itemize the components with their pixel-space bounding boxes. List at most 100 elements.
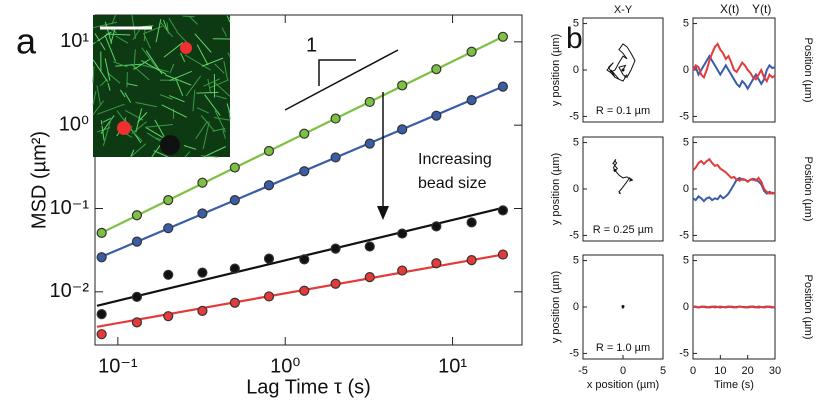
fiber — [212, 127, 226, 132]
fiber — [166, 22, 169, 34]
fiber — [96, 85, 102, 106]
fiber — [222, 128, 226, 139]
xy-y-tick-label: -5 — [569, 229, 579, 241]
data-point — [466, 217, 477, 228]
data-point — [131, 210, 143, 221]
y-tick-label: 10⁻¹ — [50, 197, 90, 219]
y-tick-label: 0 — [683, 64, 689, 76]
panel-label: a — [16, 21, 37, 62]
fiber — [146, 132, 161, 142]
fiber — [115, 35, 129, 44]
data-point — [330, 152, 341, 163]
position-trace — [692, 54, 776, 91]
fiber — [201, 57, 224, 67]
fiber — [183, 145, 197, 150]
fiber — [227, 52, 231, 58]
panel-label: b — [566, 22, 583, 55]
fiber — [115, 63, 142, 67]
data-point — [431, 110, 442, 121]
fiber — [97, 103, 125, 115]
data-point — [330, 113, 341, 124]
fiber — [184, 151, 191, 158]
data-point — [263, 180, 275, 191]
x-axis-label: Time (s) — [714, 379, 754, 391]
arrow-head — [377, 206, 389, 220]
xy-y-tick-label: 0 — [573, 301, 579, 313]
fiber — [92, 100, 105, 115]
fiber — [169, 63, 175, 74]
data-point — [364, 96, 375, 108]
fiber — [155, 19, 162, 43]
fiber — [144, 35, 152, 49]
fiber — [168, 18, 178, 33]
data-point — [263, 145, 275, 157]
xy-y-axis-label: y position (µm) — [550, 271, 562, 343]
y-tick-label: 5 — [683, 17, 689, 29]
fiber — [102, 117, 111, 123]
fiber — [180, 52, 186, 63]
trajectory-end — [621, 68, 625, 72]
data-point — [397, 265, 408, 276]
fiber — [110, 28, 116, 44]
fiber — [163, 42, 184, 58]
plot-frame — [94, 14, 523, 346]
y-tick-label: 10⁰ — [59, 113, 89, 135]
fiber — [135, 101, 157, 108]
data-point — [299, 285, 310, 296]
slope-label: 1 — [306, 34, 317, 56]
data-point — [330, 243, 341, 254]
data-point — [197, 305, 208, 317]
fiber — [192, 89, 196, 112]
data-point — [330, 278, 341, 289]
fiber — [189, 16, 198, 25]
y-tick-label: 10⁻² — [50, 280, 90, 302]
y-tick-label: 10¹ — [60, 30, 89, 52]
fiber — [107, 72, 121, 84]
xy-x-axis-label: x position (µm) — [587, 379, 659, 391]
fiber — [182, 15, 195, 18]
data-point — [263, 291, 275, 302]
data-point — [229, 297, 240, 308]
x-tick-label: 10 — [714, 365, 726, 377]
data-point — [364, 138, 375, 149]
annotation: bead size — [418, 175, 487, 192]
xy-x-tick-label: -5 — [578, 365, 588, 377]
position-trace — [692, 42, 776, 84]
data-point — [466, 94, 477, 106]
data-point — [163, 195, 174, 206]
slope-line — [284, 49, 399, 111]
xy-y-tick-label: 0 — [573, 183, 579, 195]
fiber — [143, 27, 146, 42]
fiber — [200, 155, 219, 158]
fiber — [226, 103, 231, 113]
y-tick-label: 5 — [683, 254, 689, 266]
fiber — [203, 146, 226, 158]
fiber — [161, 104, 188, 118]
trajectory-end — [621, 305, 625, 308]
bead — [160, 135, 180, 155]
fiber — [126, 83, 138, 87]
data-point — [96, 309, 107, 320]
data-point — [96, 329, 107, 340]
data-point — [497, 205, 509, 216]
xy-y-tick-label: 5 — [573, 17, 579, 29]
fiber — [214, 63, 225, 74]
fiber — [145, 50, 163, 75]
data-point — [299, 128, 310, 139]
fiber — [141, 60, 167, 75]
data-point — [466, 46, 477, 57]
radius-label: R = 0.1 µm — [596, 105, 650, 117]
fiber — [169, 95, 185, 103]
data-point — [364, 272, 375, 283]
radius-label: R = 1.0 µm — [596, 342, 650, 354]
bead — [180, 42, 192, 54]
radius-label: R = 0.25 µm — [593, 224, 653, 236]
trajectory-end — [613, 168, 617, 172]
data-point — [163, 269, 174, 280]
fiber — [196, 44, 209, 66]
fiber — [226, 15, 231, 23]
fiber — [213, 81, 231, 97]
data-point — [397, 124, 408, 135]
y-tick-label: 0 — [683, 183, 689, 195]
